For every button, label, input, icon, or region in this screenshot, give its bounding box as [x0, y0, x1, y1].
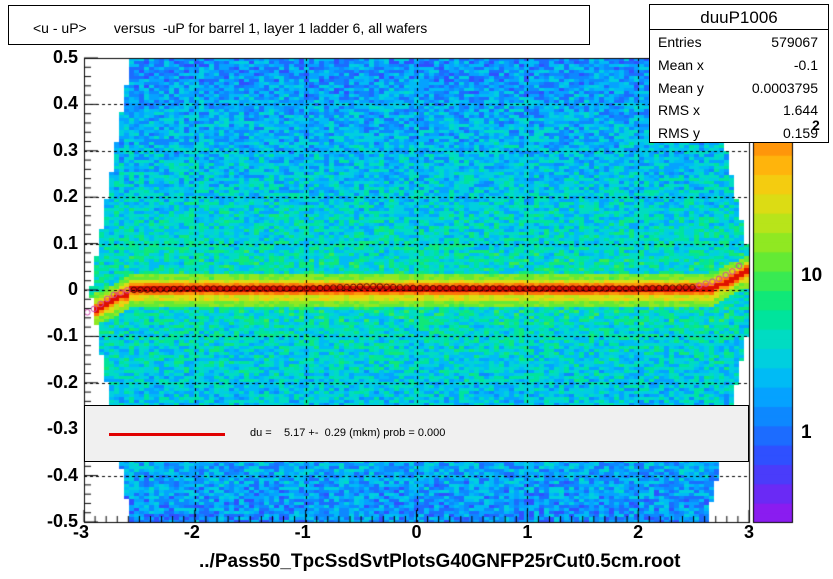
y-tick-label: -0.3	[46, 418, 78, 439]
stats-key: RMS y	[658, 125, 700, 142]
y-tick-label: -0.1	[46, 325, 78, 346]
plot-title: <u - uP> versus -uP for barrel 1, layer …	[33, 20, 428, 36]
stats-value: 0.159	[782, 125, 818, 142]
colorbar-label-exponent: 2	[812, 117, 820, 133]
stats-title: duuP1006	[650, 5, 828, 30]
stats-key: RMS x	[658, 102, 700, 119]
stats-row-mean-y: Mean y 0.0003795	[650, 76, 828, 99]
x-tick-label: 2	[633, 522, 644, 542]
stats-key: Mean x	[658, 56, 704, 73]
x-tick-label: -2	[183, 522, 200, 542]
stats-key: Mean y	[658, 79, 704, 96]
fit-line-swatch	[109, 433, 225, 436]
y-tick-label: 0.4	[52, 93, 78, 114]
stats-key: Entries	[658, 34, 702, 50]
fit-legend: du = 5.17 +- 0.29 (mkm) prob = 0.000	[84, 405, 749, 462]
y-tick-label: 0.5	[52, 47, 78, 67]
fit-text: du = 5.17 +- 0.29 (mkm) prob = 0.000	[250, 427, 446, 439]
y-tick-label: 0.3	[52, 139, 78, 160]
stats-row-rms-y: RMS y 0.159	[650, 121, 828, 144]
x-tick-label: -3	[73, 522, 90, 542]
y-tick-label: -0.2	[46, 371, 78, 392]
stats-value: 1.644	[782, 102, 818, 119]
x-tick-label: 0	[411, 522, 422, 542]
y-tick-label: -0.4	[46, 464, 78, 485]
colorbar-label-10: 10	[801, 265, 823, 286]
y-tick-label: -0.5	[46, 511, 78, 531]
stats-row-rms-x: RMS x 1.644	[650, 98, 828, 121]
stats-value: 0.0003795	[751, 79, 818, 96]
y-tick-label: 0.2	[52, 186, 78, 207]
y-tick-label: 0.1	[52, 232, 78, 253]
stats-row-mean-x: Mean x -0.1	[650, 53, 828, 76]
stats-value: -0.1	[793, 56, 818, 73]
stats-row-entries: Entries 579067	[650, 30, 828, 53]
x-axis-title: ../Pass50_TpcSsdSvtPlotsG40GNFP25rCut0.5…	[199, 551, 681, 572]
y-tick-label: 0	[67, 279, 78, 299]
stats-value: 579067	[771, 34, 818, 50]
x-tick-label: 3	[744, 522, 755, 542]
stats-box: duuP1006 Entries 579067 Mean x -0.1 Mean…	[649, 4, 829, 143]
x-tick-label: 1	[522, 522, 533, 542]
x-tick-label: -1	[294, 522, 311, 542]
colorbar-label-1: 1	[801, 422, 812, 443]
plot-title-box: <u - uP> versus -uP for barrel 1, layer …	[8, 5, 590, 45]
